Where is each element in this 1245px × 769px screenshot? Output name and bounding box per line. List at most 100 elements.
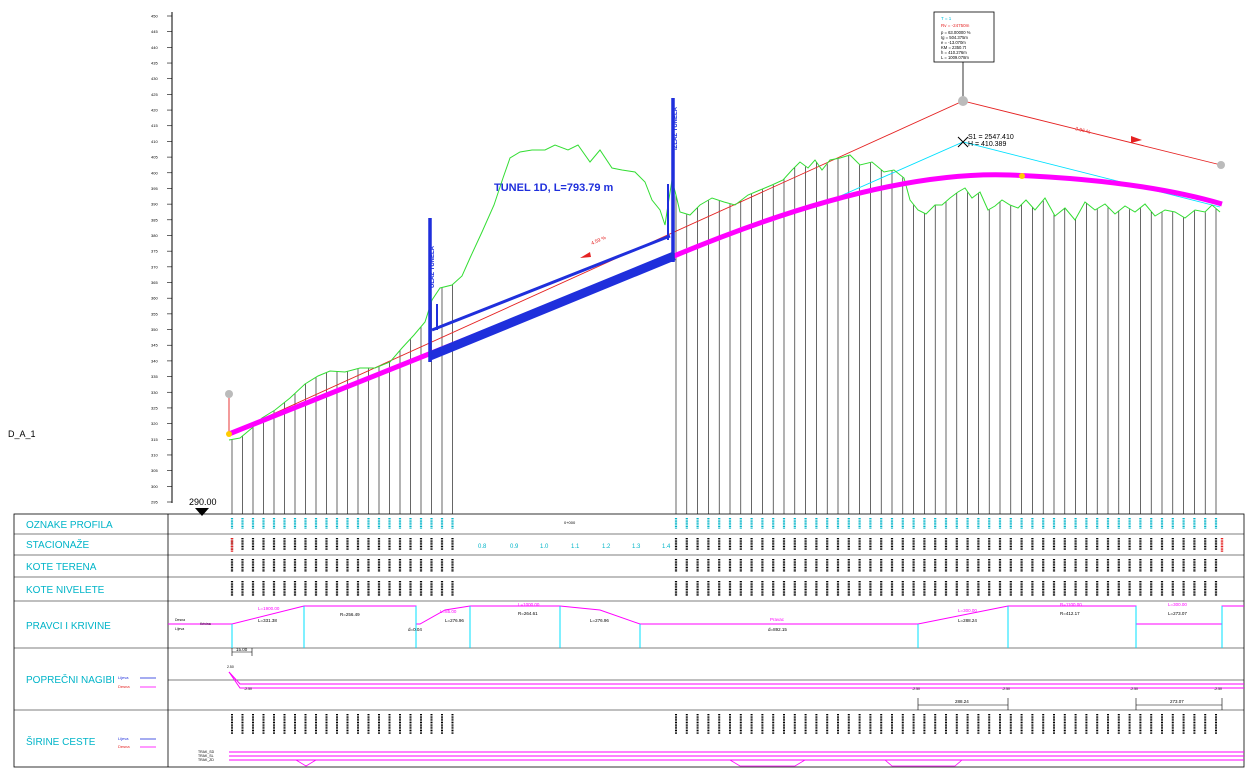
- slope-label-left: 4.59 %: [590, 235, 607, 247]
- lane-label: TRAK_SD: [198, 750, 215, 754]
- row-label-sirine-ceste: ŠIRINE CESTE: [26, 735, 96, 748]
- profile-label: D_A_1: [8, 429, 36, 439]
- crossfall-value: -2.50: [1002, 687, 1010, 691]
- portal-left-label: ULAZ TUNELA: [430, 245, 436, 288]
- tangent-polygon: [228, 100, 1222, 435]
- curve-box-line: h = 410.276m: [941, 50, 967, 55]
- y-tick-label: 330: [151, 390, 158, 395]
- y-tick-label: 440: [151, 45, 158, 50]
- slope-label-right: 2.96 %: [1075, 126, 1092, 136]
- crossfall-value: -2.50: [1214, 687, 1222, 691]
- curve-3-label-1: L=1000.00: [518, 602, 540, 607]
- curve-legend-desna: Desna: [175, 618, 185, 622]
- tangent-end-node: [1217, 161, 1225, 169]
- datum-triangle-icon: [195, 508, 209, 516]
- curve-2-label-1: L=85.00: [440, 609, 457, 614]
- vertex-station-label: S1 = 2547.410: [968, 134, 1014, 141]
- row-label-stacionaze: STACIONAŽE: [26, 538, 89, 551]
- vertex-height-label: H = 410.389: [968, 141, 1006, 148]
- dim-288: 288.24: [955, 699, 969, 704]
- vertex-node: [958, 96, 968, 106]
- tunnel-lower-tube: [428, 251, 676, 361]
- km-label: 1.0: [540, 544, 549, 550]
- curve-7-label-1: L=300.00: [1168, 602, 1187, 607]
- y-tick-label: 315: [151, 437, 158, 442]
- curve-legend-lijeva: Lijeva: [175, 627, 184, 631]
- stationing-km-labels: 0.8 0.9 1.0 1.1 1.2 1.3 1.4: [478, 544, 671, 550]
- curve-box-line: p = 63.00000 %: [941, 30, 971, 35]
- curve-3-label-3: L=276.96: [590, 618, 609, 623]
- y-tick-label: 295: [151, 500, 158, 505]
- profile-table: [13, 513, 1245, 768]
- y-tick-label: 415: [151, 123, 158, 128]
- slope-arrow-left-icon: [580, 252, 591, 258]
- y-tick-label: 305: [151, 468, 158, 473]
- y-tick-label: 430: [151, 76, 158, 81]
- y-tick-label: 425: [151, 92, 158, 97]
- y-tick-label: 390: [151, 202, 158, 207]
- row-label-kote-nivelete: KOTE NIVELETE: [26, 585, 105, 596]
- y-tick-label: 405: [151, 155, 158, 160]
- curve-4-label-1: Pravac: [770, 617, 785, 622]
- y-tick-label: 360: [151, 296, 158, 301]
- crossfall-legend-right: Desna: [118, 684, 130, 689]
- km-label: 1.4: [662, 544, 671, 550]
- curve-1-label-3: R=256.49: [340, 612, 360, 617]
- curve-5-label-1: L=300.00: [958, 608, 977, 613]
- curve-1-label-2: L=331.38: [258, 618, 277, 623]
- y-tick-label: 445: [151, 29, 158, 34]
- curve-4-label-2: d=892.15: [768, 627, 787, 632]
- dim-273: 273.07: [1170, 699, 1184, 704]
- y-tick-label: 375: [151, 249, 158, 254]
- road-width-diagram: [229, 751, 1244, 767]
- km-label: 1.1: [571, 544, 580, 550]
- y-tick-label: 345: [151, 343, 158, 348]
- curve-2-label-2: L=276.96: [445, 618, 464, 623]
- row-label-poprecni-nagibi: POPREČNI NAGIBI: [26, 673, 115, 686]
- y-axis-ticks: 295 300 305 310 315 320 325 330 335 340 345 350 355 3…: [151, 14, 172, 505]
- y-tick-label: 450: [151, 14, 158, 19]
- grade-top-node: [1019, 173, 1025, 179]
- crossfall-value: -2.50: [1130, 687, 1138, 691]
- y-tick-label: 325: [151, 405, 158, 410]
- crossfall-diagram: [168, 648, 1244, 710]
- km-label: 1.2: [602, 544, 611, 550]
- y-tick-label: 310: [151, 452, 158, 457]
- width-legend-right: Desna: [118, 744, 130, 749]
- y-tick-label: 410: [151, 139, 158, 144]
- y-tick-label: 335: [151, 374, 158, 379]
- tunnel-upper-line: [431, 234, 671, 332]
- curve-box-title: T = 1: [941, 16, 952, 21]
- datum-label: 290.00: [189, 497, 217, 507]
- km-label: 1.3: [632, 544, 641, 550]
- portal-right-label: IZLAZ TUNELA: [673, 106, 679, 150]
- width-legend-left: Lijeva: [118, 736, 129, 741]
- grade-line: [228, 172, 1223, 437]
- y-tick-label: 380: [151, 233, 158, 238]
- curve-box-line: Ig = 504.375m: [941, 35, 968, 40]
- row-label-pravci-i-krivine: PRAVCI I KRIVINE: [26, 621, 111, 632]
- crossfall-value: -2.50: [244, 687, 252, 691]
- y-tick-label: 420: [151, 108, 158, 113]
- lane-label: TRAK_ZD: [198, 758, 214, 762]
- station-lines: [231, 155, 1217, 514]
- curve-info-box: [933, 11, 995, 63]
- y-tick-label: 300: [151, 484, 158, 489]
- vertex-cross-icon: [957, 136, 969, 148]
- tangent-start-node: [225, 390, 233, 398]
- curve-legend-krivina: Krivina: [200, 622, 211, 626]
- curve-box-line: L = 1009.078m: [941, 55, 969, 60]
- slope-arrow-right-icon: [1131, 136, 1142, 143]
- row-label-kote-terena: KOTE TERENA: [26, 562, 97, 573]
- y-tick-label: 355: [151, 311, 158, 316]
- y-tick-label: 365: [151, 280, 158, 285]
- terrain-line: [228, 144, 1221, 441]
- curve-7-label-2: L=273.07: [1168, 611, 1187, 616]
- curve-1-label-1: L=1900.00: [258, 606, 280, 611]
- y-tick-label: 395: [151, 186, 158, 191]
- crossfall-legend-left: Lijeva: [118, 675, 129, 680]
- km-label: 0.9: [510, 544, 519, 550]
- y-tick-label: 385: [151, 217, 158, 222]
